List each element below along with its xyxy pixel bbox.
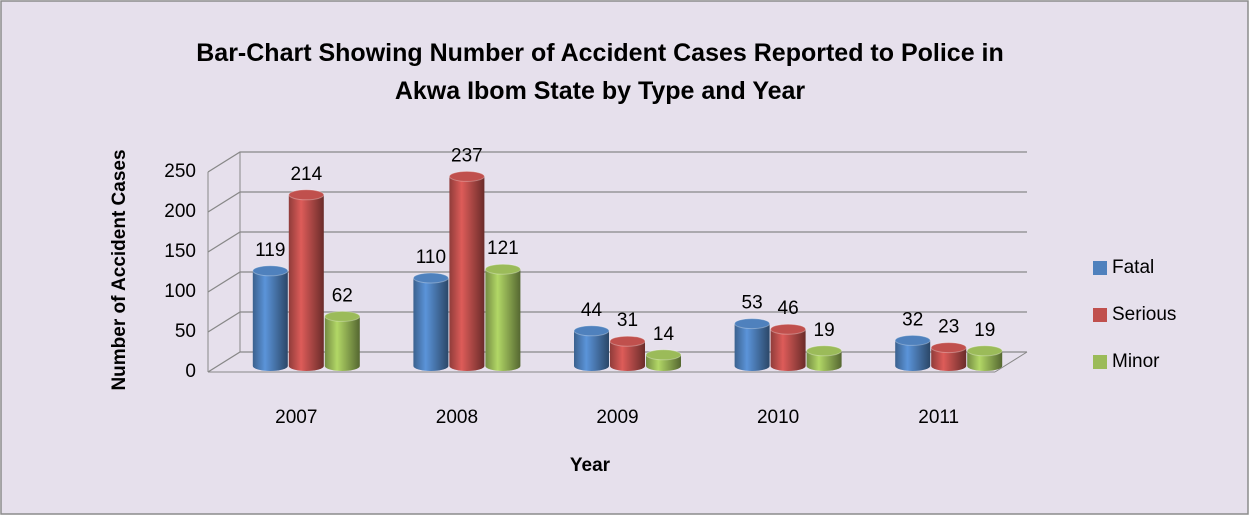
bar-top <box>966 345 1003 357</box>
x-tick-label: 2010 <box>757 407 799 428</box>
bar-body <box>324 316 360 372</box>
legend-label: Minor <box>1112 351 1160 372</box>
data-label: 214 <box>290 164 322 185</box>
y-axis-label: Number of Accident Cases <box>109 149 130 390</box>
bar <box>770 323 807 372</box>
bar <box>645 349 682 372</box>
bar-body <box>967 350 1003 372</box>
bar <box>966 345 1003 372</box>
bar-body <box>574 330 609 372</box>
bar <box>252 265 289 371</box>
bar <box>484 263 521 371</box>
bar-top <box>645 349 682 361</box>
bar-top <box>412 272 449 284</box>
y-tick-label: 250 <box>164 161 196 182</box>
legend-label: Serious <box>1112 304 1176 325</box>
data-label: 237 <box>451 145 483 166</box>
bar-body <box>770 329 806 372</box>
data-label: 46 <box>778 298 799 319</box>
floor-line <box>994 351 1028 373</box>
data-label: 31 <box>617 310 638 331</box>
data-label: 53 <box>742 293 763 314</box>
bar-top <box>609 335 646 347</box>
grid-line <box>207 311 1027 333</box>
bar-body <box>485 269 521 371</box>
bar <box>609 335 646 372</box>
grid-line <box>207 191 1027 213</box>
bar-top <box>484 263 521 275</box>
bar-top <box>770 323 807 335</box>
chart-title: Bar-Chart Showing Number of Accident Cas… <box>196 39 1004 105</box>
bar-body <box>252 270 288 371</box>
bar <box>288 189 325 372</box>
data-label: 19 <box>814 320 835 341</box>
x-tick-label: 2011 <box>918 407 959 428</box>
bar <box>448 170 485 372</box>
legend-swatch <box>1093 355 1107 369</box>
bar-body <box>610 341 645 372</box>
data-label: 121 <box>487 238 519 259</box>
grid-line <box>207 151 1027 173</box>
bar-top <box>734 318 771 330</box>
bar-top <box>288 189 325 201</box>
grid-line <box>207 231 1027 253</box>
data-label: 110 <box>416 247 446 268</box>
bar-body <box>931 347 967 372</box>
legend-swatch <box>1093 308 1107 322</box>
y-tick-label: 150 <box>164 241 196 262</box>
data-label: 32 <box>902 309 923 330</box>
y-tick-label: 200 <box>164 201 196 222</box>
data-label: 19 <box>974 320 995 341</box>
bar-body <box>734 323 770 372</box>
bar-top <box>806 345 843 357</box>
bar-body <box>288 194 324 372</box>
data-label: 23 <box>938 317 959 338</box>
x-tick-label: 2008 <box>436 407 478 428</box>
bar-body <box>449 176 485 372</box>
bar-body <box>806 350 842 372</box>
bar-body <box>895 340 931 372</box>
bar <box>573 325 610 372</box>
x-tick-label: 2007 <box>275 407 317 428</box>
y-tick-label: 100 <box>164 281 196 302</box>
bar <box>806 345 843 372</box>
bar-top <box>573 325 610 337</box>
bar <box>734 318 771 372</box>
legend-label: Fatal <box>1112 257 1154 278</box>
bar <box>930 342 967 372</box>
bar-body <box>413 278 449 372</box>
data-label: 119 <box>255 240 285 261</box>
data-label: 44 <box>581 300 603 321</box>
x-tick-label: 2009 <box>596 407 638 428</box>
bar <box>412 272 449 372</box>
y-tick-label: 0 <box>185 361 196 382</box>
bar-top <box>324 310 361 322</box>
bar-top <box>894 334 931 346</box>
legend-swatch <box>1093 261 1107 275</box>
y-tick-label: 50 <box>175 321 196 342</box>
bar <box>324 310 361 372</box>
grid-line <box>207 271 1027 293</box>
bar-top <box>930 342 967 354</box>
data-label: 62 <box>332 285 353 306</box>
bar <box>894 334 931 372</box>
bar-top <box>252 265 289 277</box>
bar-top <box>448 170 485 182</box>
data-label: 14 <box>653 324 675 345</box>
x-axis-label: Year <box>570 455 611 476</box>
